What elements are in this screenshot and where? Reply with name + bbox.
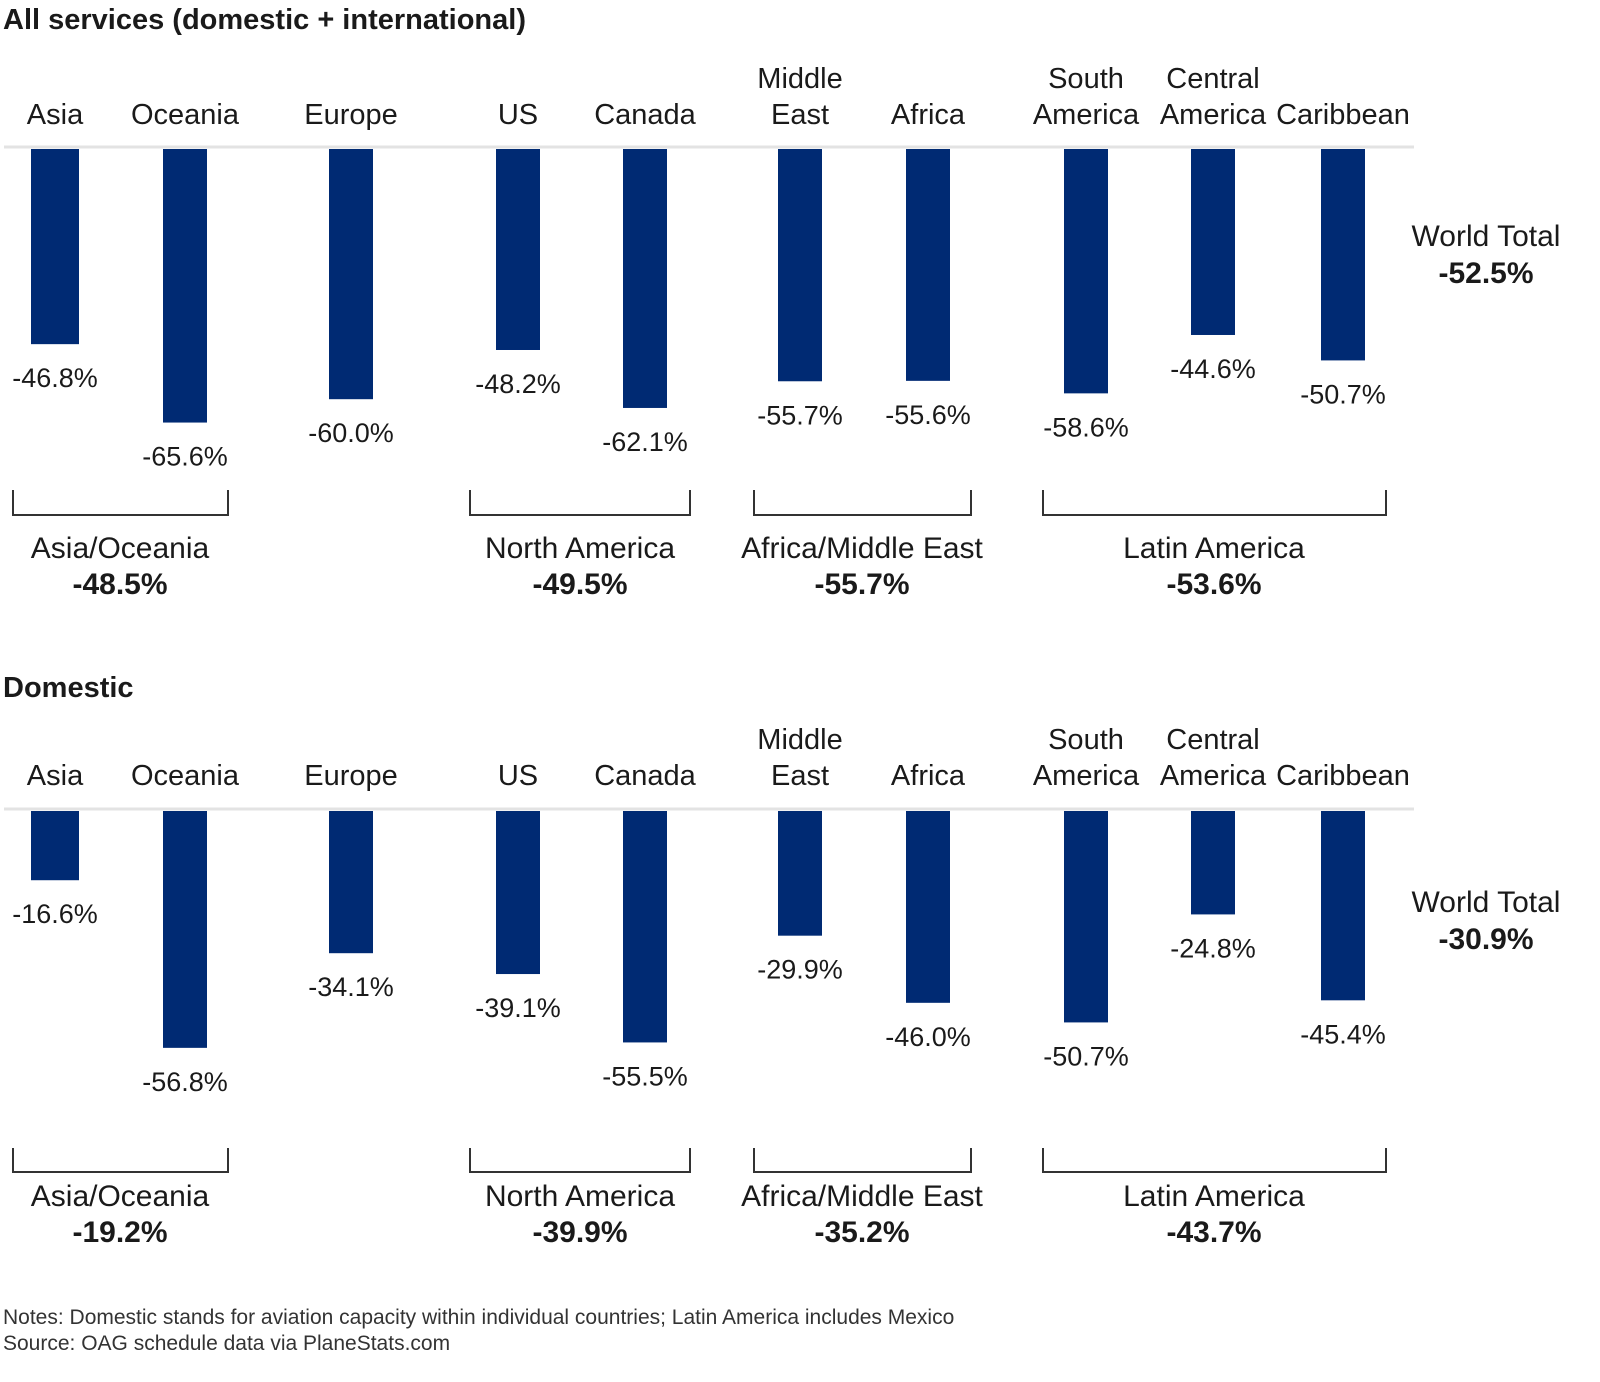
- bar-value-label: -39.1%: [475, 993, 561, 1023]
- bar-value-label: -58.6%: [1043, 412, 1129, 442]
- bar-value-label: -62.1%: [602, 427, 688, 457]
- group-bracket: [1042, 1148, 1387, 1173]
- category-label: Oceania: [131, 99, 240, 131]
- bar: [1191, 811, 1235, 915]
- bar: [1064, 149, 1108, 394]
- bar: [496, 149, 540, 350]
- category-label: Central: [1166, 63, 1260, 95]
- group-bracket: [753, 1148, 972, 1173]
- notes-text: Notes: Domestic stands for aviation capa…: [3, 1306, 955, 1329]
- bar-value-label: -29.9%: [757, 955, 843, 985]
- world-total-label: World Total: [1412, 220, 1561, 253]
- world-total-value: -30.9%: [1438, 923, 1533, 956]
- group-bracket: [12, 1148, 229, 1173]
- category-label: Canada: [594, 760, 696, 792]
- category-label: Oceania: [131, 760, 240, 792]
- bar-value-label: -50.7%: [1043, 1041, 1129, 1071]
- group-name: North America: [485, 1180, 675, 1213]
- category-label: Africa: [891, 99, 966, 131]
- category-label: East: [771, 99, 829, 131]
- bar-value-label: -45.4%: [1300, 1019, 1386, 1049]
- bar: [778, 811, 822, 936]
- category-label: Middle: [757, 724, 842, 756]
- category-label: Africa: [891, 760, 966, 792]
- category-label: Caribbean: [1276, 760, 1410, 792]
- bar-value-label: -55.7%: [757, 400, 843, 430]
- bar: [906, 149, 950, 381]
- group-value: -48.5%: [72, 568, 167, 601]
- category-label: Canada: [594, 99, 696, 131]
- group-bracket: [753, 490, 972, 516]
- source-text: Source: OAG schedule data via PlaneStats…: [3, 1332, 451, 1355]
- group-bracket: [12, 490, 229, 516]
- panel-title: All services (domestic + international): [3, 4, 526, 36]
- bar: [496, 811, 540, 975]
- group-value: -35.2%: [814, 1216, 909, 1249]
- bar: [31, 149, 79, 345]
- group-value: -55.7%: [814, 568, 909, 601]
- category-label: Asia: [27, 99, 84, 131]
- bar-value-label: -46.0%: [885, 1022, 971, 1052]
- bar: [623, 149, 667, 408]
- group-name: Latin America: [1123, 532, 1305, 565]
- bar: [906, 811, 950, 1003]
- bar: [1191, 149, 1235, 335]
- category-label: East: [771, 760, 829, 792]
- category-label: Caribbean: [1276, 99, 1410, 131]
- bar: [778, 149, 822, 382]
- group-bracket: [1042, 490, 1387, 516]
- group-value: -39.9%: [532, 1216, 627, 1249]
- group-name: Africa/Middle East: [741, 1180, 983, 1213]
- category-label: US: [498, 760, 538, 792]
- bar-value-label: -34.1%: [308, 972, 394, 1002]
- bar: [1321, 149, 1365, 361]
- bar-value-label: -56.8%: [142, 1067, 228, 1097]
- category-label: South: [1048, 63, 1124, 95]
- category-label: Central: [1166, 724, 1260, 756]
- group-name: Latin America: [1123, 1180, 1305, 1213]
- bar-value-label: -48.2%: [475, 369, 561, 399]
- bar: [1064, 811, 1108, 1023]
- category-label: America: [1033, 99, 1140, 131]
- bar-value-label: -55.6%: [885, 400, 971, 430]
- bar: [329, 811, 373, 954]
- bar-value-label: -44.6%: [1170, 354, 1256, 384]
- bar-value-label: -65.6%: [142, 442, 228, 472]
- category-label: Europe: [304, 99, 398, 131]
- group-bracket: [469, 490, 691, 516]
- category-label: Europe: [304, 760, 398, 792]
- bar-value-label: -50.7%: [1300, 379, 1386, 409]
- bar-value-label: -16.6%: [12, 899, 98, 929]
- group-bracket: [469, 1148, 691, 1173]
- category-label: America: [1160, 760, 1267, 792]
- panel-title: Domestic: [3, 672, 134, 704]
- bar: [623, 811, 667, 1043]
- category-label: South: [1048, 724, 1124, 756]
- group-value: -53.6%: [1166, 568, 1261, 601]
- group-value: -49.5%: [532, 568, 627, 601]
- bar: [1321, 811, 1365, 1001]
- category-label: Asia: [27, 760, 84, 792]
- bar-value-label: -55.5%: [602, 1061, 688, 1091]
- world-total-label: World Total: [1412, 886, 1561, 919]
- category-label: America: [1160, 99, 1267, 131]
- group-name: North America: [485, 532, 675, 565]
- bar: [31, 811, 79, 881]
- group-value: -19.2%: [72, 1216, 167, 1249]
- group-name: Asia/Oceania: [31, 532, 210, 565]
- bar: [163, 149, 207, 423]
- bar-value-label: -24.8%: [1170, 933, 1256, 963]
- bar-value-label: -46.8%: [12, 363, 98, 393]
- category-label: Middle: [757, 63, 842, 95]
- bar: [329, 149, 373, 400]
- group-name: Asia/Oceania: [31, 1180, 210, 1213]
- category-label: America: [1033, 760, 1140, 792]
- group-value: -43.7%: [1166, 1216, 1261, 1249]
- bar-value-label: -60.0%: [308, 418, 394, 448]
- category-label: US: [498, 99, 538, 131]
- group-name: Africa/Middle East: [741, 532, 983, 565]
- bar: [163, 811, 207, 1048]
- world-total-value: -52.5%: [1438, 257, 1533, 290]
